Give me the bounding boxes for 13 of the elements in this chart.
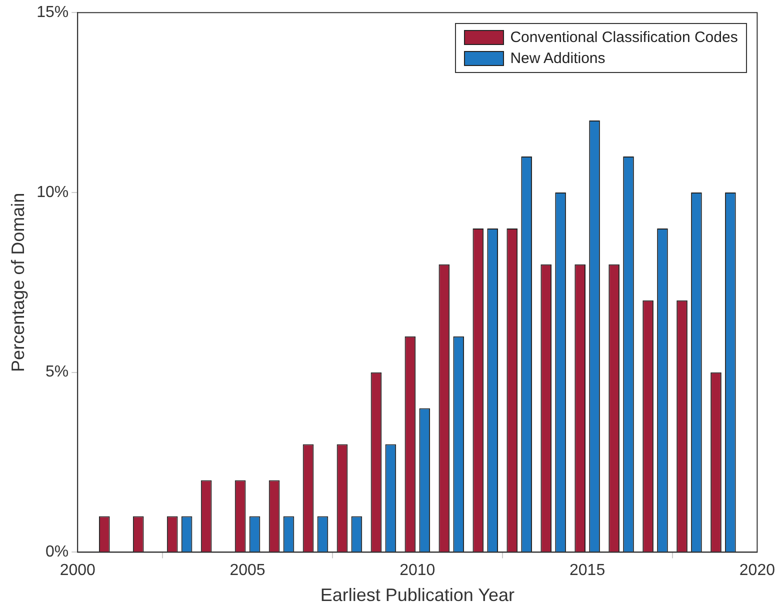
x-tick-label: 2000 bbox=[60, 562, 96, 580]
y-tick-label: 15% bbox=[36, 4, 69, 22]
x-tick-label: 2010 bbox=[400, 562, 436, 580]
y-axis-title: Percentage of Domain bbox=[8, 192, 28, 372]
y-tick-label: 10% bbox=[36, 184, 69, 201]
x-axis-title: Earliest Publication Year bbox=[320, 585, 514, 606]
y-tick-label: 5% bbox=[46, 364, 69, 381]
legend-label: New Additions bbox=[510, 50, 606, 67]
x-tick-label: 2015 bbox=[570, 562, 606, 580]
y-tick-label: 0% bbox=[46, 544, 69, 561]
x-tick-label: 2020 bbox=[739, 562, 776, 580]
legend-label: Conventional Classification Codes bbox=[510, 28, 738, 46]
x-tick-label: 2005 bbox=[230, 562, 266, 580]
